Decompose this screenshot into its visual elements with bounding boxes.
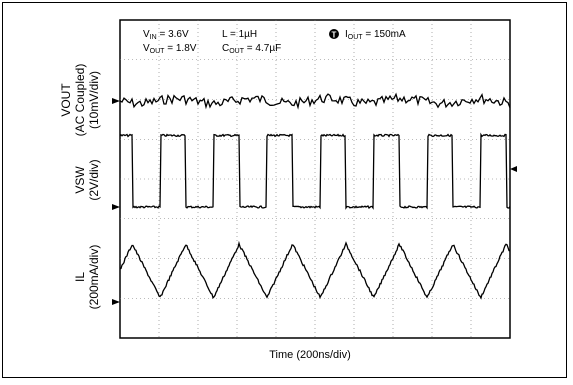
vsw-ground-marker [112,204,120,210]
svg-text:T: T [332,31,337,40]
x-axis-label: Time (200ns/div) [269,349,351,361]
plot-border [119,19,511,339]
vsw-channel-label: VSW (2V/div) [73,159,101,200]
vout-trace [119,92,511,110]
vin-label: VIN = 3.6V [143,29,189,41]
il-channel-label: IL (200mA/div) [73,245,101,310]
il-trace [119,240,511,300]
vout-name: VOUT [59,83,73,117]
cout-label: COUT = 4.7µF [222,43,281,55]
vout-coupling: (AC Coupled) [73,64,87,137]
grid [120,20,510,338]
vout-ground-marker [112,98,120,104]
trigger-level-marker [510,166,517,172]
iout-label: IOUT = 150mA [345,29,406,41]
inductor-label: L = 1µH [222,29,257,40]
vout-scale: (10mV/div) [87,71,101,129]
trigger-icon: T [329,29,339,40]
vout-label: VOUT = 1.8V [143,43,197,55]
vsw-trace [119,132,511,210]
vout-channel-label: VOUT (AC Coupled) (10mV/div) [59,64,101,137]
il-ground-marker [112,299,120,305]
vsw-name: VSW [73,166,87,194]
figure-frame [2,2,567,378]
il-name: IL [73,272,87,282]
il-scale: (200mA/div) [87,245,101,310]
vsw-scale: (2V/div) [87,159,101,200]
